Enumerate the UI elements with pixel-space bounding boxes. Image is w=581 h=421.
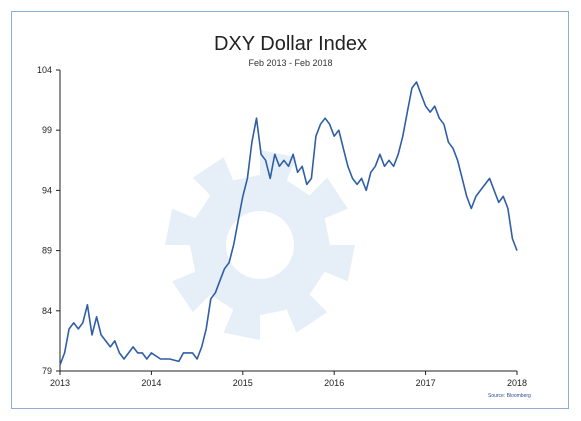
x-axis-ticks: 2013 2014 2015 2016 2017 2018: [50, 371, 527, 388]
axes: [59, 70, 517, 372]
source-note: Source: Bloomberg: [488, 393, 531, 399]
x-tick-label: 2014: [141, 378, 161, 388]
y-tick-label: 99: [42, 125, 52, 135]
x-tick-label: 2016: [324, 378, 344, 388]
x-tick-label: 2013: [50, 378, 70, 388]
chart-subtitle: Feb 2013 - Feb 2018: [248, 58, 333, 68]
series-group: [59, 81, 518, 366]
y-axis-ticks: 104 99 94 89 84 79: [37, 65, 60, 376]
y-tick-label: 104: [37, 65, 52, 75]
series-line: [59, 81, 518, 366]
y-tick-label: 89: [42, 246, 52, 256]
x-tick-label: 2018: [507, 378, 527, 388]
x-tick-label: 2017: [416, 378, 436, 388]
y-tick-label: 79: [42, 366, 52, 376]
watermark-gear-logo: [165, 150, 355, 340]
y-tick-label: 84: [42, 306, 52, 316]
y-tick-label: 94: [42, 185, 52, 195]
x-tick-label: 2015: [233, 378, 253, 388]
chart-title: DXY Dollar Index: [213, 33, 368, 55]
